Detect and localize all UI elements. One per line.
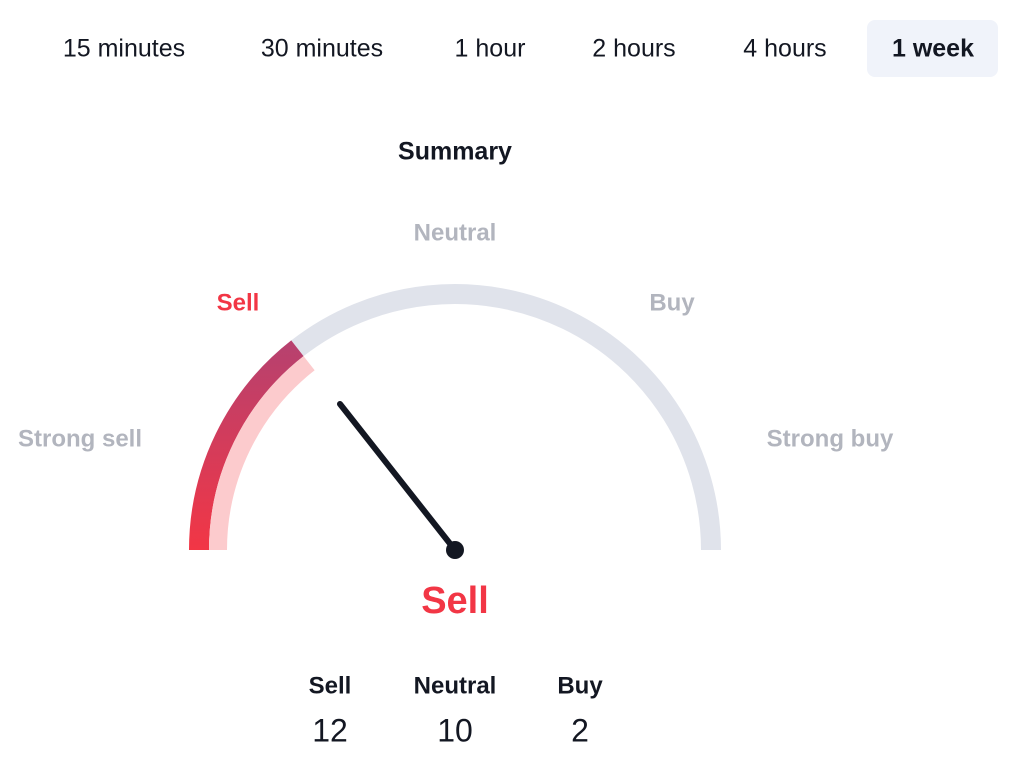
count-value: 10 (437, 712, 473, 748)
tab-bar: 15 minutes 30 minutes 1 hour 2 hours 4 hours… (63, 35, 974, 63)
tab[interactable]: 30 minutes (261, 35, 383, 63)
count-label: Neutral (414, 672, 497, 699)
gauge-needle (337, 401, 458, 553)
counts: Sell 12 Neutral 10 Buy 2 (309, 672, 604, 748)
needle-pivot (446, 541, 464, 559)
summary-title: Summary (398, 138, 512, 166)
count-label: Buy (557, 672, 603, 699)
gauge-label: Strong buy (767, 425, 894, 452)
count-label: Sell (309, 672, 352, 699)
count-value: 12 (312, 712, 348, 748)
gauge-label: Buy (649, 289, 695, 316)
tab[interactable]: 1 hour (455, 35, 526, 63)
gauge-inner (209, 356, 315, 551)
gauge (189, 284, 721, 559)
gauge-active (189, 340, 304, 551)
gauge-label: Strong sell (18, 425, 142, 452)
gauge-label: Neutral (414, 219, 497, 246)
tab[interactable]: 4 hours (743, 35, 826, 63)
selected-tab-bg (867, 20, 998, 77)
count-value: 2 (571, 712, 589, 748)
tab[interactable]: 15 minutes (63, 35, 185, 63)
tab[interactable]: 1 week (892, 35, 974, 63)
gauge-track (291, 284, 721, 551)
gauge-label: Sell (217, 289, 260, 316)
summary-result: Sell (421, 580, 489, 622)
tab[interactable]: 2 hours (592, 35, 675, 63)
